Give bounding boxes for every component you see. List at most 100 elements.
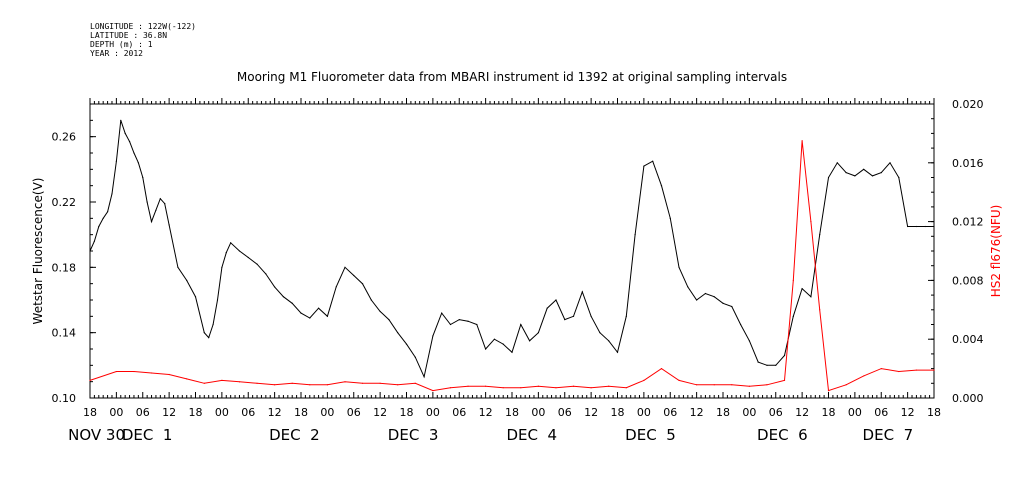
data-point xyxy=(115,160,117,162)
data-point xyxy=(546,307,548,309)
data-point xyxy=(309,317,311,319)
data-point xyxy=(405,343,408,345)
x-tick-label: 00 xyxy=(320,406,334,419)
data-point xyxy=(590,315,592,317)
x-tick-label: 00 xyxy=(637,406,651,419)
data-point xyxy=(274,286,276,288)
data-point xyxy=(898,370,900,373)
data-point xyxy=(819,309,821,311)
data-point xyxy=(652,160,654,162)
x-tick-label: 18 xyxy=(822,406,836,419)
data-point xyxy=(216,299,219,301)
x-tick-label: 06 xyxy=(558,406,572,419)
data-point xyxy=(256,263,258,265)
data-point xyxy=(128,140,131,143)
data-point xyxy=(449,387,452,389)
data-point xyxy=(221,379,223,381)
y-axis-label: Wetstar Fluorescence(V) xyxy=(31,178,45,325)
data-point xyxy=(379,310,381,313)
data-point xyxy=(643,379,645,381)
data-point xyxy=(748,385,750,387)
data-point xyxy=(572,315,575,317)
data-point xyxy=(133,370,135,373)
data-point xyxy=(361,283,364,285)
data-point xyxy=(230,242,232,244)
data-point xyxy=(124,132,126,134)
data-point xyxy=(537,332,539,334)
data-point xyxy=(256,382,258,384)
data-point xyxy=(643,165,645,167)
data-point xyxy=(704,292,707,295)
data-point xyxy=(326,315,328,317)
data-point xyxy=(432,335,434,337)
data-point xyxy=(137,162,139,164)
data-point xyxy=(845,172,847,174)
data-point xyxy=(678,379,680,381)
data-point xyxy=(335,286,337,288)
x-tick-label: 12 xyxy=(584,406,598,419)
x-tick-label: 00 xyxy=(848,406,862,419)
x-tick-label: 00 xyxy=(742,406,756,419)
data-point xyxy=(520,387,522,389)
x-day-label: DEC 4 xyxy=(506,426,557,444)
data-point xyxy=(159,198,161,200)
data-point xyxy=(696,384,698,386)
data-point xyxy=(687,286,689,288)
data-point xyxy=(485,385,487,387)
data-point xyxy=(282,296,285,298)
data-point xyxy=(203,382,205,384)
data-point xyxy=(225,252,227,254)
metadata-block: LONGITUDE : 122W(-122) LATITUDE : 36.8N … xyxy=(90,22,196,58)
data-point xyxy=(203,332,205,334)
data-point xyxy=(397,332,399,334)
x-tick-label: 00 xyxy=(426,406,440,419)
data-point xyxy=(827,176,830,179)
x-day-label: DEC 2 xyxy=(269,426,320,444)
data-point xyxy=(915,225,918,228)
data-point xyxy=(414,382,416,384)
data-point xyxy=(441,312,443,314)
x-tick-label: 18 xyxy=(294,406,308,419)
data-point xyxy=(660,368,663,370)
data-point xyxy=(625,315,627,317)
y2-axis-label: HS2 fl676(NFU) xyxy=(989,205,1003,298)
y2-tick-label: 0.008 xyxy=(952,274,984,287)
data-point xyxy=(731,384,733,386)
data-point xyxy=(344,381,346,383)
data-point xyxy=(164,203,166,205)
data-point xyxy=(836,162,838,164)
depth-label: DEPTH (m) : 1 xyxy=(90,40,153,49)
y2-tick-label: 0.012 xyxy=(952,216,984,229)
data-point xyxy=(783,354,786,357)
x-tick-label: 06 xyxy=(241,406,255,419)
data-point xyxy=(801,140,803,142)
data-point xyxy=(854,175,856,177)
series-line-0 xyxy=(89,120,934,379)
data-point xyxy=(810,296,812,298)
data-point xyxy=(599,332,601,334)
data-point xyxy=(326,384,328,386)
data-point xyxy=(120,119,122,121)
data-point xyxy=(186,378,188,380)
x-tick-label: 18 xyxy=(83,406,97,419)
x-tick-label: 18 xyxy=(505,406,519,419)
data-point xyxy=(678,266,680,268)
data-point xyxy=(467,385,469,387)
data-point xyxy=(511,351,513,353)
x-day-label: DEC 6 xyxy=(757,426,808,444)
data-point xyxy=(102,217,104,219)
y-tick-label: 0.26 xyxy=(52,131,77,144)
x-tick-label: 12 xyxy=(479,406,493,419)
data-point xyxy=(194,296,197,298)
data-point xyxy=(150,372,153,374)
y-tick-label: 0.22 xyxy=(52,196,77,209)
data-point xyxy=(89,250,91,252)
data-point xyxy=(155,209,157,211)
x-tick-label: 12 xyxy=(690,406,704,419)
data-point xyxy=(572,385,575,387)
x-tick-label: 18 xyxy=(611,406,625,419)
data-point xyxy=(177,266,179,268)
data-point xyxy=(502,387,504,389)
data-point xyxy=(863,375,865,377)
data-point xyxy=(370,299,372,301)
